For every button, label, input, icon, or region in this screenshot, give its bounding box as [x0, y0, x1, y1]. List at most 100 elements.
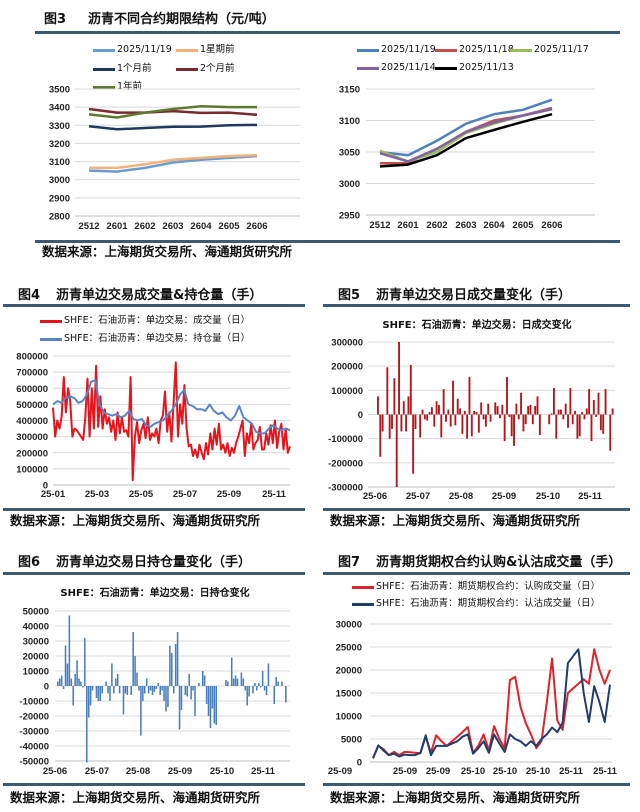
bar: [604, 389, 607, 415]
bar: [578, 414, 581, 437]
y-tick-label: 700000: [16, 368, 48, 379]
x-tick-label: 25-11: [578, 491, 602, 502]
x-tick-label: 2602: [426, 220, 447, 231]
bar: [442, 389, 445, 415]
bar: [484, 414, 487, 427]
legend-swatch: [40, 319, 62, 323]
bar: [265, 686, 268, 695]
legend-swatch: [93, 48, 115, 52]
legend-swatch: [435, 66, 457, 70]
legend-item: SHFE：石油沥青：单边交易：持仓量（日）: [40, 333, 250, 345]
bar: [482, 414, 485, 420]
y-tick-label: -100000: [328, 434, 363, 445]
legend-swatch: [357, 48, 379, 52]
x-tick-label: 25-10: [461, 766, 485, 777]
bar: [107, 686, 109, 694]
y-tick-label: 3000: [339, 179, 360, 190]
bar: [109, 686, 111, 701]
x-tick-label: 25-08: [126, 766, 150, 777]
bar: [395, 414, 398, 487]
y-tick-label: 3100: [339, 116, 360, 127]
bar: [116, 674, 119, 686]
x-tick-label: 25-10: [526, 766, 550, 777]
bar: [562, 414, 565, 420]
bar: [149, 686, 152, 691]
bar: [209, 686, 212, 728]
bar: [438, 404, 440, 415]
bar: [198, 683, 200, 686]
bar: [230, 657, 233, 686]
series-line-0: [372, 648, 611, 759]
bar: [176, 632, 179, 686]
x-tick-label: 2512: [78, 221, 99, 232]
bar: [122, 686, 125, 715]
legend-label: 1个月前: [117, 63, 152, 74]
bar: [423, 414, 426, 420]
bar: [258, 683, 260, 686]
y-tick-label: -10000: [19, 697, 49, 708]
y-tick-label: -20000: [19, 712, 49, 723]
legend-item: SHFE：石油沥青：单边交易：成交量（日）: [40, 315, 250, 327]
bar: [111, 663, 113, 686]
bar: [277, 681, 279, 686]
x-tick-label: 2606: [541, 220, 562, 231]
bar: [405, 414, 408, 432]
legend-swatch: [435, 48, 457, 52]
legend-item: SHFE：石油沥青：期货期权合约：认沽成交量（日）: [352, 598, 600, 610]
fig5-subtitle: SHFE：石油沥青：单边交易：日成交变化: [382, 320, 572, 331]
fig5-title: 沥青单边交易日成交量变化（手）: [376, 288, 572, 303]
y-tick-label: 3300: [49, 121, 70, 132]
bar: [529, 404, 532, 415]
bar: [143, 686, 146, 694]
fig5-source: 数据来源：上海期货交易所、海通期货研究所: [330, 513, 581, 528]
y-tick-label: 0: [43, 481, 48, 492]
bar: [494, 402, 497, 415]
bar: [188, 674, 190, 686]
fig7-top-rule: [323, 572, 630, 575]
bar: [157, 683, 160, 686]
bar: [192, 686, 194, 691]
bar: [510, 414, 513, 437]
series-line-0: [379, 98, 553, 157]
series-line-4: [379, 112, 553, 168]
bar: [126, 686, 129, 695]
series-line-3: [379, 107, 553, 163]
bar: [161, 686, 163, 691]
fig7-bottom-rule: [323, 783, 630, 786]
fig6-subtitle: SHFE：石油沥青：单边交易：日持仓变化: [60, 588, 250, 599]
bar: [254, 683, 256, 686]
bar: [520, 392, 523, 415]
bar: [72, 686, 75, 706]
x-tick-label: 25-11: [251, 766, 275, 777]
legend-item: SHFE：石油沥青：期货期权合约：认购成交量（日）: [352, 581, 600, 593]
legend-swatch: [40, 337, 62, 341]
bar: [285, 686, 287, 703]
y-tick-label: 0: [44, 682, 49, 693]
bar: [445, 414, 447, 422]
bar: [240, 672, 243, 686]
bar: [145, 678, 148, 686]
y-tick-label: 100000: [16, 464, 48, 475]
y-tick-label: 20000: [336, 666, 362, 677]
bar: [227, 681, 229, 686]
series-line-4: [88, 104, 257, 119]
bar: [581, 412, 584, 415]
bar: [379, 414, 382, 457]
bar: [236, 678, 239, 686]
legend-item: 1星期前: [176, 44, 235, 56]
bar: [393, 378, 396, 415]
legend-item: 2025/11/13: [435, 62, 514, 74]
legend-label: SHFE：石油沥青：单边交易：持仓量（日）: [64, 333, 251, 344]
bar: [599, 414, 602, 431]
x-tick-label: 2605: [218, 221, 240, 232]
legend-label: 2025/11/19: [117, 44, 172, 55]
x-tick-label: 25-09: [168, 766, 192, 777]
bar: [275, 677, 277, 686]
x-tick-label: 25-11: [262, 489, 286, 500]
y-tick-label: 3050: [339, 148, 360, 159]
bar: [454, 414, 457, 426]
bar: [398, 342, 400, 415]
bar: [524, 414, 527, 425]
bar: [449, 414, 452, 427]
